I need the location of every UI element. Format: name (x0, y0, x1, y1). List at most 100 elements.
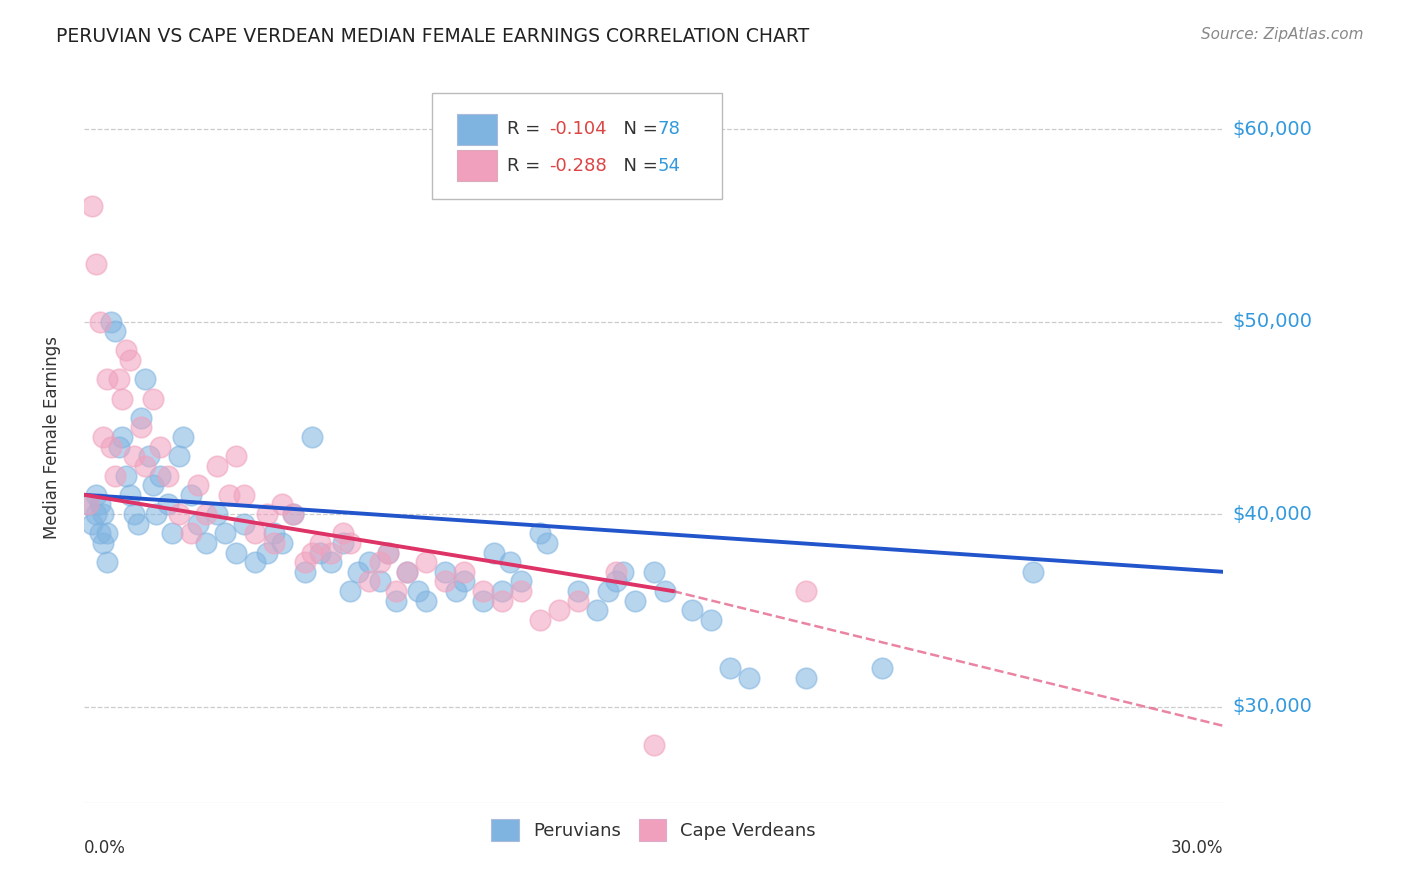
Point (131, 410, 153, 425)
Point (643, 565, 665, 579)
Point (870, 661, 893, 675)
Point (172, 430, 194, 444)
Point (80, 199, 103, 213)
Point (156, 498, 179, 512)
Point (89, 498, 111, 512)
Point (187, 478, 209, 492)
Point (225, 545, 247, 559)
Legend: Peruvians, Cape Verdeans: Peruvians, Cape Verdeans (484, 812, 824, 848)
Point (681, 603, 703, 617)
Point (122, 507, 145, 521)
Point (118, 488, 141, 502)
Point (283, 507, 305, 521)
FancyBboxPatch shape (432, 94, 723, 200)
Text: $60,000: $60,000 (1232, 120, 1312, 138)
Point (96, 555, 118, 569)
Point (718, 661, 741, 675)
Point (180, 488, 202, 502)
Point (245, 555, 267, 569)
Point (498, 555, 520, 569)
Point (104, 324, 127, 338)
Point (270, 498, 292, 512)
Point (84, 257, 107, 271)
Point (100, 315, 122, 329)
Point (434, 574, 457, 589)
Point (308, 545, 330, 559)
Point (536, 536, 558, 550)
Point (415, 593, 437, 607)
Point (415, 555, 437, 569)
Point (232, 516, 254, 531)
Bar (457, 151, 496, 181)
Point (207, 458, 229, 473)
Point (384, 584, 406, 599)
Point (605, 574, 627, 589)
Text: $30,000: $30,000 (1232, 697, 1312, 716)
Point (263, 526, 285, 541)
Point (77, 498, 100, 512)
Text: 30.0%: 30.0% (1171, 839, 1223, 857)
Point (472, 593, 495, 607)
Point (111, 430, 134, 444)
Text: 78: 78 (657, 120, 681, 138)
Point (700, 613, 723, 627)
Point (111, 392, 134, 406)
Point (84, 488, 107, 502)
Text: R =: R = (508, 120, 546, 138)
Text: R =: R = (508, 157, 546, 175)
Point (127, 516, 149, 531)
Point (96, 526, 118, 541)
Text: $50,000: $50,000 (1232, 312, 1312, 331)
Point (84, 507, 107, 521)
Point (169, 507, 191, 521)
Point (453, 574, 475, 589)
Point (187, 516, 209, 531)
Point (89, 526, 111, 541)
Text: N =: N = (612, 120, 664, 138)
Point (104, 468, 127, 483)
Point (491, 593, 513, 607)
Point (384, 593, 406, 607)
Point (89, 315, 111, 329)
Point (370, 555, 392, 569)
Point (256, 507, 278, 521)
Point (377, 545, 399, 559)
Point (446, 584, 468, 599)
Point (214, 526, 236, 541)
Point (270, 536, 292, 550)
Point (308, 536, 330, 550)
Point (567, 593, 589, 607)
Point (510, 584, 533, 599)
Text: -0.104: -0.104 (548, 120, 606, 138)
Point (207, 507, 229, 521)
Text: Median Female Earnings: Median Female Earnings (44, 335, 62, 539)
Point (80, 516, 103, 531)
Point (738, 671, 761, 685)
Point (156, 468, 179, 483)
Point (122, 450, 145, 464)
Text: Source: ZipAtlas.com: Source: ZipAtlas.com (1201, 27, 1364, 42)
Point (370, 574, 392, 589)
Point (586, 603, 609, 617)
Point (472, 584, 495, 599)
Point (529, 526, 551, 541)
Point (396, 565, 419, 579)
Point (294, 555, 316, 569)
Point (118, 353, 141, 368)
Point (245, 526, 267, 541)
Point (232, 488, 254, 502)
Point (180, 526, 202, 541)
Point (301, 430, 323, 444)
Point (408, 584, 430, 599)
Point (484, 545, 506, 559)
Point (131, 420, 153, 434)
Point (149, 468, 172, 483)
Text: N =: N = (612, 157, 664, 175)
Point (134, 372, 156, 386)
Text: -0.288: -0.288 (548, 157, 607, 175)
Point (149, 440, 172, 454)
Point (567, 584, 589, 599)
Point (263, 536, 285, 550)
Point (332, 536, 354, 550)
Text: 54: 54 (657, 157, 681, 175)
